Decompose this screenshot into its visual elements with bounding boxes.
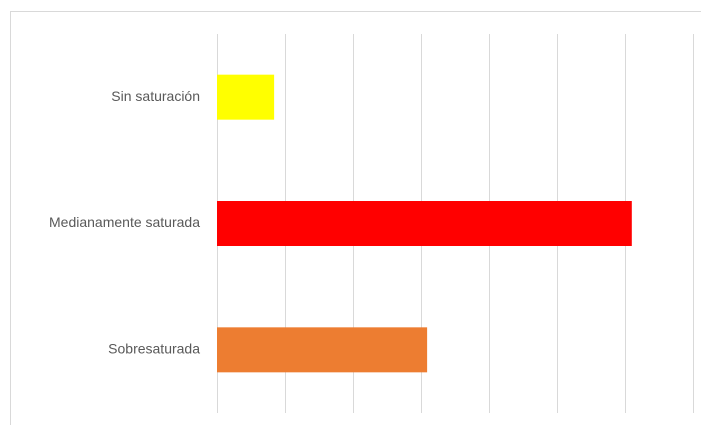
bar	[217, 327, 427, 372]
y-tick-label: Sobresaturada	[108, 341, 200, 357]
bar	[217, 75, 274, 120]
bar	[217, 201, 632, 246]
y-tick-label: Medianamente saturada	[49, 214, 200, 230]
y-tick-label: Sin saturación	[111, 88, 200, 104]
